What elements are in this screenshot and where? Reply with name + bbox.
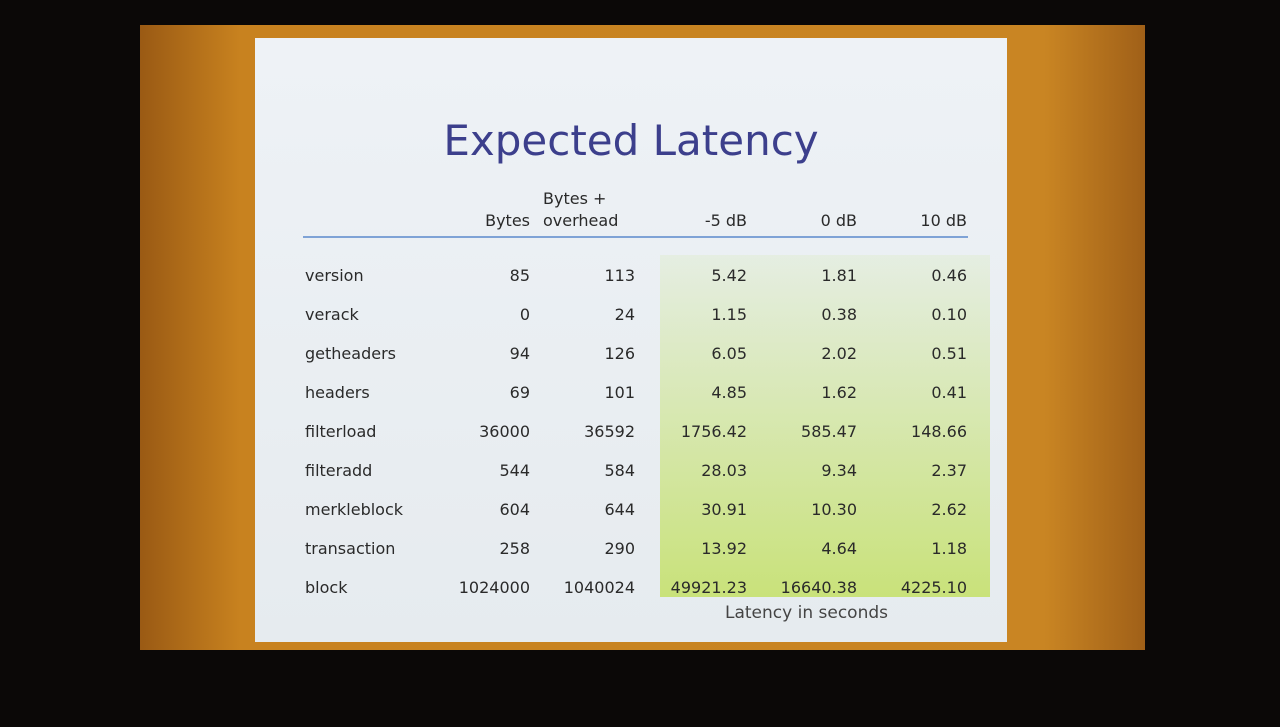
cell-value: 258 [499,539,530,558]
cell-value: 9.34 [821,461,857,480]
cell-value: 1.81 [821,266,857,285]
cell-value: 0.38 [821,305,857,324]
cell-value: 49921.23 [670,578,747,597]
cell-value: 0 [519,305,530,324]
row-label: getheaders [305,344,396,363]
cell-value: 4.64 [821,539,857,558]
highlight [660,255,990,597]
cell-value: 5.42 [711,266,747,285]
cell-value: 1024000 [458,578,530,597]
cell-value: 584 [604,461,635,480]
cell-value: 2.37 [931,461,967,480]
slide: Expected Latency Bytes Bytes + overhead -5… [255,38,1007,642]
column-header: Bytes [485,211,530,230]
cell-value: 10.30 [811,500,857,519]
slide-title: Expected Latency [443,116,819,165]
row-label: headers [305,383,370,402]
cell-value: 0.46 [931,266,967,285]
cell-value: 2.02 [821,344,857,363]
cell-value: 0.51 [931,344,967,363]
row-label: block [305,578,348,597]
cell-value: 36000 [479,422,530,441]
cell-value: 69 [509,383,530,402]
cell-value: 1040024 [563,578,635,597]
cell-value: 1.15 [711,305,747,324]
cell-value: 94 [509,344,530,363]
cell-value: 16640.38 [780,578,857,597]
cell-value: 101 [604,383,635,402]
cell-value: 30.91 [701,500,747,519]
cell-value: 604 [499,500,530,519]
caption: Latency in seconds [725,603,888,623]
column-header: Bytes + overhead [543,189,619,230]
header-rule [303,236,968,238]
row-label: version [305,266,364,285]
cell-value: 1.18 [931,539,967,558]
column-header: 0 dB [820,211,857,230]
cell-value: 13.92 [701,539,747,558]
cell-value: 585.47 [801,422,857,441]
column-header: -5 dB [704,211,747,230]
cell-value: 148.66 [911,422,967,441]
column-header: 10 dB [920,211,967,230]
cell-value: 113 [604,266,635,285]
cell-value: 2.62 [931,500,967,519]
row-label: filteradd [305,461,373,480]
cell-value: 24 [614,305,635,324]
row-label: merkleblock [305,500,404,519]
cell-value: 544 [499,461,530,480]
cell-value: 36592 [584,422,635,441]
cell-value: 0.10 [931,305,967,324]
cell-value: 4225.10 [900,578,967,597]
cell-value: 28.03 [701,461,747,480]
cell-value: 4.85 [711,383,747,402]
cell-value: 6.05 [711,344,747,363]
cell-value: 290 [604,539,635,558]
row-label: verack [305,305,359,324]
row-label: transaction [305,539,396,558]
row-label: filterload [305,422,377,441]
cell-value: 1756.42 [680,422,747,441]
cell-value: 0.41 [931,383,967,402]
cell-value: 644 [604,500,635,519]
cell-value: 126 [604,344,635,363]
cell-value: 85 [509,266,530,285]
cell-value: 1.62 [821,383,857,402]
